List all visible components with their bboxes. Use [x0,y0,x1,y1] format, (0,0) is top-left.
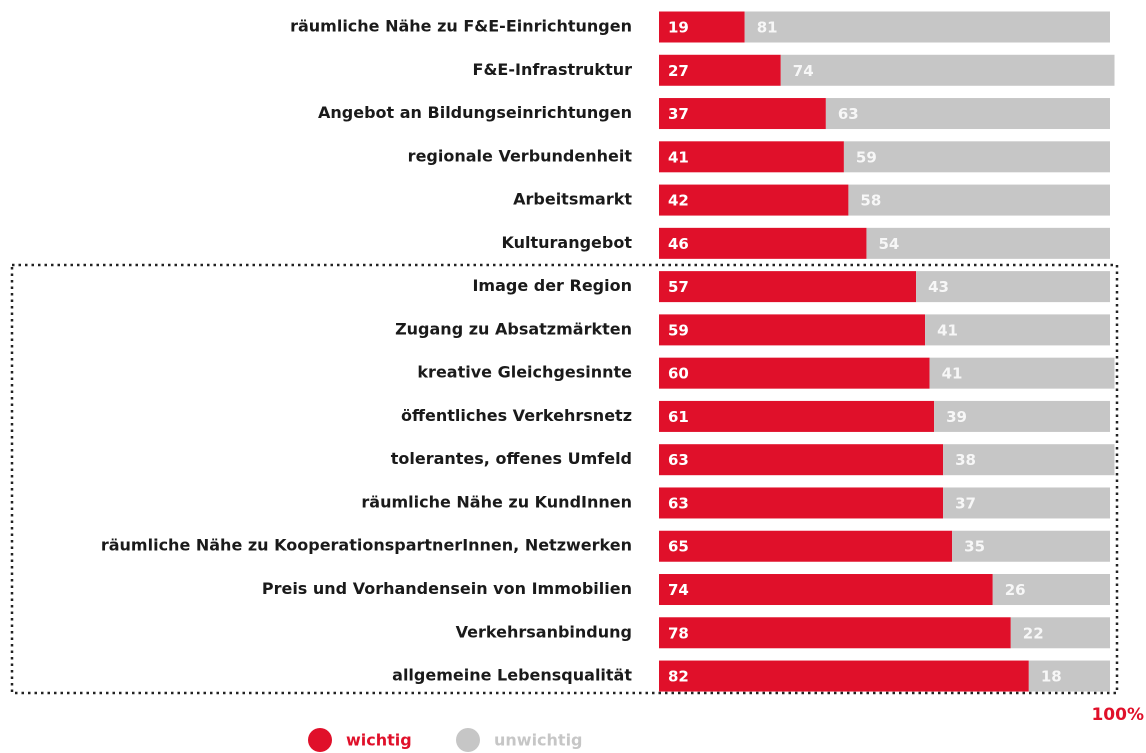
value-label: 37 [668,105,689,123]
category-label: Angebot an Bildungseinrichtungen [318,103,632,122]
bar-segment [1028,660,1110,692]
bar-segment [848,184,1110,216]
bar-segment [952,530,1110,562]
bar-segment [659,530,953,562]
bar-segment [659,141,844,173]
bar-segment [659,444,944,476]
x-tick-label: 100% [1091,705,1144,725]
category-label: räumliche Nähe zu F&E-Einrichtungen [290,17,632,36]
bar-segment [659,98,826,130]
bar-segment [659,574,993,606]
value-label: 59 [856,148,877,166]
bar-segment [659,227,867,259]
value-label: 82 [668,668,689,686]
category-label: tolerantes, offenes Umfeld [391,449,632,468]
bar-segment [825,98,1110,130]
bar-segment [659,617,1011,649]
value-label: 63 [668,451,689,469]
value-label: 54 [878,235,899,253]
category-label: Image der Region [472,276,632,295]
value-label: 78 [668,624,689,642]
bar-segment [929,357,1115,389]
value-label: 81 [757,19,778,37]
value-label: 43 [928,278,949,296]
value-label: 74 [668,581,689,599]
value-label: 59 [668,321,689,339]
bar-segment [916,271,1110,303]
bar-segment [659,314,926,346]
category-label: kreative Gleichgesinnte [417,363,632,382]
bar-segment [943,487,1110,519]
bar-segment [659,54,781,86]
category-label: räumliche Nähe zu KooperationspartnerInn… [101,536,632,555]
value-label: 35 [964,538,985,556]
bar-segment [659,357,930,389]
bar-segment [659,660,1029,692]
legend-swatch [308,728,332,752]
value-label: 19 [668,19,689,37]
legend-label: wichtig [346,731,412,750]
bar-segment [659,400,935,432]
category-label: allgemeine Lebensqualität [392,666,632,685]
value-label: 26 [1005,581,1026,599]
value-label: 42 [668,192,689,210]
value-label: 22 [1023,624,1044,642]
bar-segment [866,227,1110,259]
legend-swatch [456,728,480,752]
category-label: Kulturangebot [501,233,632,252]
category-label: Verkehrsanbindung [456,622,632,641]
value-label: 61 [668,408,689,426]
category-label: F&E-Infrastruktur [473,60,633,79]
value-label: 74 [793,62,814,80]
value-label: 39 [946,408,967,426]
value-label: 60 [668,365,689,383]
bar-segment [659,487,944,519]
bar-segment [843,141,1110,173]
highlight-box [10,263,1119,695]
value-label: 27 [668,62,689,80]
value-label: 58 [860,192,881,210]
bar-segment [659,271,917,303]
bar-segment [659,184,849,216]
category-label: regionale Verbundenheit [408,146,633,165]
bar-segment [1010,617,1110,649]
value-label: 41 [937,321,958,339]
category-label: Preis und Vorhandensein von Immobilien [262,579,632,598]
value-label: 46 [668,235,689,253]
bar-segment [780,54,1115,86]
category-label: Zugang zu Absatzmärkten [395,319,632,338]
category-label: öffentliches Verkehrsnetz [401,406,632,425]
value-label: 65 [668,538,689,556]
bar-segment [659,11,745,43]
value-label: 38 [955,451,976,469]
value-label: 63 [838,105,859,123]
value-label: 57 [668,278,689,296]
value-label: 63 [668,494,689,512]
legend-label: unwichtig [494,731,583,750]
category-label: Arbeitsmarkt [513,190,632,209]
value-label: 18 [1041,668,1062,686]
bar-segment [925,314,1110,346]
bar-segment [992,574,1110,606]
bar-segment [943,444,1115,476]
value-label: 41 [942,365,963,383]
bar-segment [744,11,1110,43]
category-label: räumliche Nähe zu KundInnen [361,492,632,511]
value-label: 37 [955,494,976,512]
value-label: 41 [668,148,689,166]
bar-segment [934,400,1110,432]
